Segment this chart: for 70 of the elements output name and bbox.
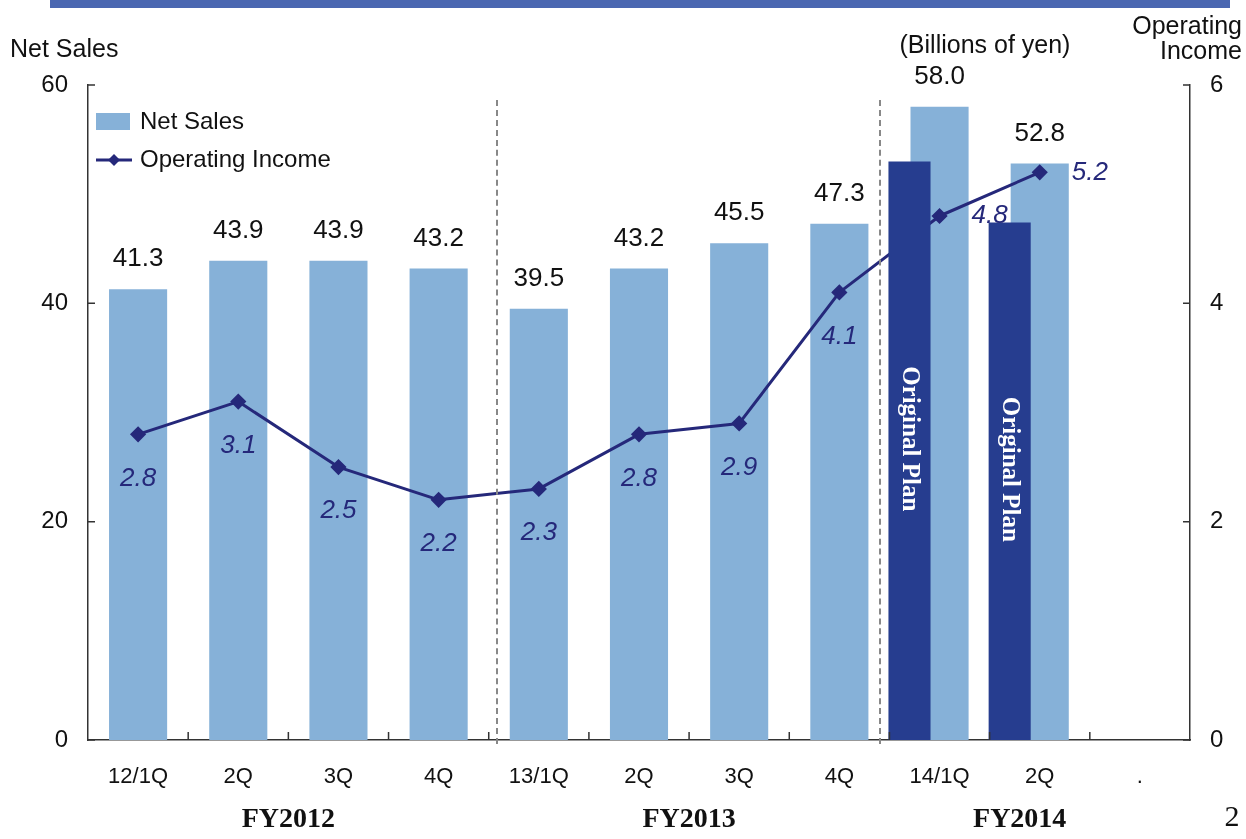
- data-label: 43.2: [613, 221, 665, 252]
- y-tick-label: 20: [41, 506, 68, 534]
- text: FY2012: [241, 802, 336, 834]
- text: Original Plan: [998, 396, 1026, 542]
- y2-tick-label: 0: [1210, 724, 1224, 752]
- x-tick-label: 3Q: [724, 763, 754, 789]
- point: [631, 426, 647, 442]
- point: [431, 492, 447, 508]
- y2-tick-label: 2: [1210, 506, 1224, 534]
- data-label: 2.3: [519, 516, 558, 547]
- x-tick-label: 4Q: [423, 763, 454, 789]
- bar: [309, 260, 368, 740]
- point: [1032, 164, 1048, 180]
- point: [130, 426, 146, 442]
- data-label: 2.8: [619, 461, 658, 492]
- bar: [988, 222, 1031, 740]
- y2-axis-title: Operating Income: [1132, 10, 1242, 64]
- legend-label: Operating Income: [140, 144, 331, 172]
- x-tick-label: 2Q: [223, 763, 253, 789]
- data-label: 5.2: [1071, 155, 1109, 186]
- bar: [609, 268, 669, 740]
- bar: [810, 223, 869, 740]
- x-tick-label: 2Q: [624, 763, 654, 789]
- y-axis-title: Net Sales: [10, 33, 119, 62]
- text: 2: [1224, 798, 1240, 832]
- text: FY2013: [642, 802, 736, 834]
- data-label: 47.3: [814, 176, 865, 207]
- bar: [710, 243, 769, 740]
- x-tick-label: 4Q: [824, 763, 855, 789]
- y2-tick-label: 4: [1210, 287, 1224, 315]
- text: (Billions of yen): [899, 29, 1071, 58]
- y2-tick-label: 6: [1210, 69, 1224, 97]
- point: [531, 481, 547, 497]
- y-tick-label: 60: [41, 69, 68, 97]
- point: [932, 208, 948, 224]
- bar: [888, 161, 931, 740]
- data-label: 4.1: [821, 319, 858, 350]
- legend-label: Net Sales: [140, 106, 245, 134]
- data-label: 58.0: [914, 60, 965, 91]
- data-label: 41.3: [112, 242, 164, 273]
- data-label: 4.8: [971, 199, 1009, 230]
- bar: [209, 260, 268, 740]
- point: [731, 415, 747, 431]
- x-tick-label: 13/1Q: [508, 763, 569, 789]
- x-tick-label: 3Q: [323, 763, 354, 789]
- y-tick-label: 0: [54, 724, 68, 752]
- data-label: 2.9: [720, 450, 758, 481]
- data-label: 3.1: [220, 428, 257, 459]
- data-label: 43.9: [212, 213, 264, 244]
- data-label: 45.5: [713, 196, 765, 227]
- bar: [509, 308, 568, 740]
- point: [330, 459, 346, 475]
- data-label: 2.5: [319, 494, 358, 525]
- bar: [109, 289, 168, 740]
- bar: [409, 268, 468, 740]
- x-tick-label: .: [1136, 763, 1143, 789]
- series-label: Original Plan: [898, 366, 926, 512]
- data-label: 2.2: [419, 527, 458, 558]
- point: [230, 394, 246, 410]
- point: [831, 284, 847, 300]
- x-tick-label: 14/1Q: [909, 763, 970, 789]
- y-tick-label: 40: [41, 287, 68, 315]
- data-label: 2.8: [119, 461, 157, 492]
- data-label: 43.9: [313, 213, 364, 244]
- data-label: 43.2: [413, 221, 464, 252]
- x-tick-label: 12/1Q: [108, 763, 169, 789]
- x-tick-label: 2Q: [1025, 763, 1055, 789]
- data-label: 39.5: [513, 261, 565, 292]
- text: FY2014: [973, 802, 1067, 834]
- data-label: 52.8: [1014, 116, 1066, 147]
